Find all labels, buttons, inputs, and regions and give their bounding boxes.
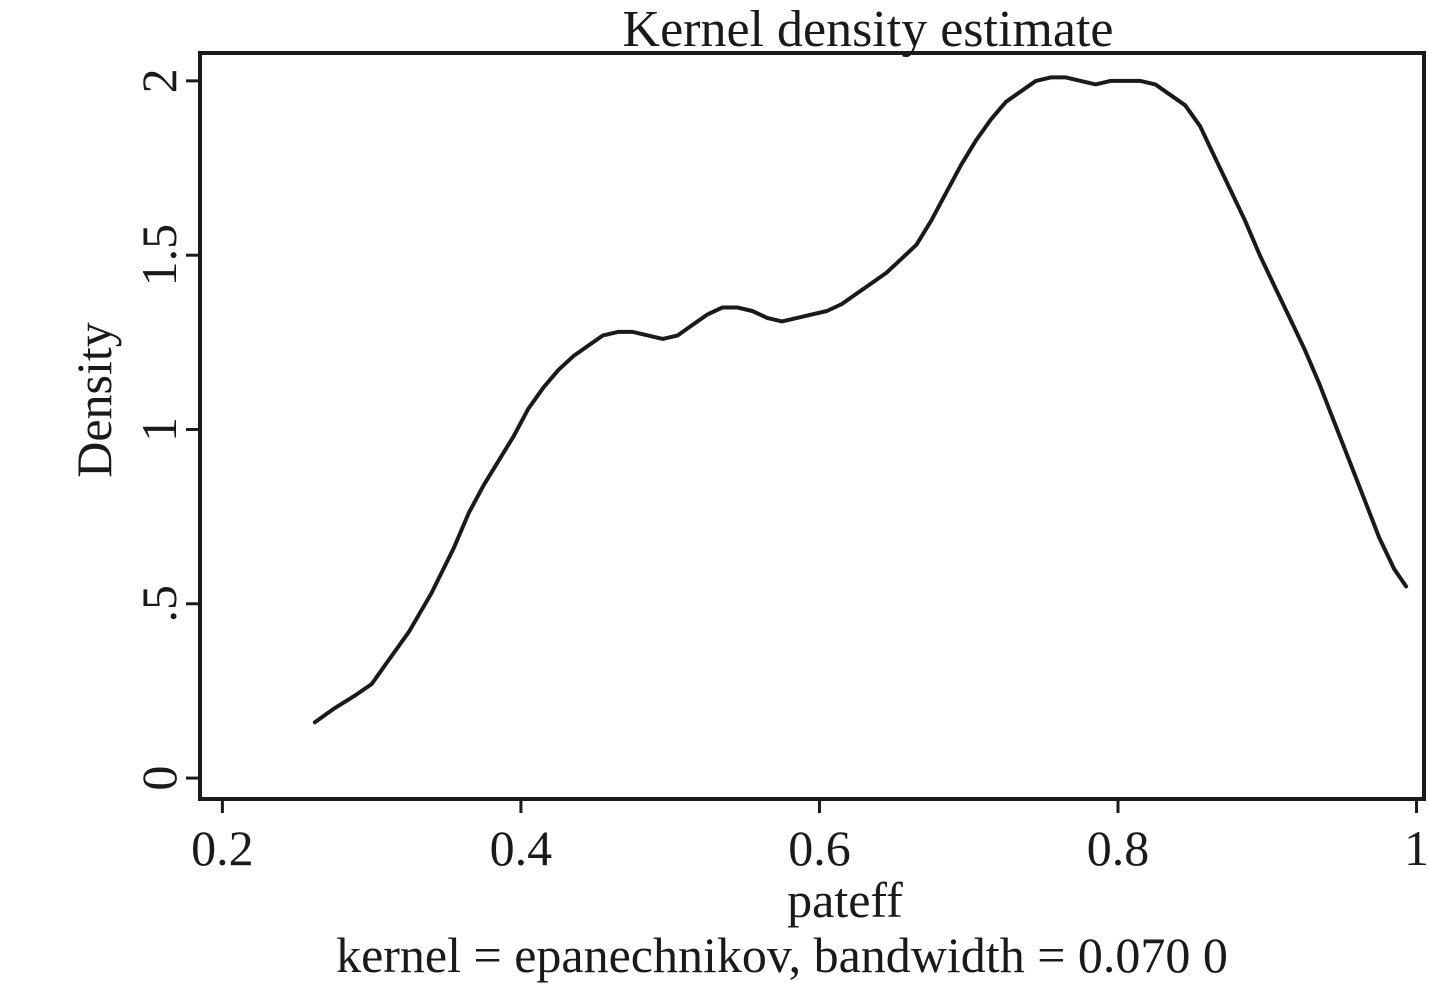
y-axis: 0 .5 1 1.5 2 — [131, 68, 200, 791]
x-tick-label: 0.8 — [1087, 820, 1150, 876]
x-axis: 0.2 0.4 0.6 0.8 1 — [191, 799, 1429, 876]
x-axis-label: pateff — [787, 872, 903, 928]
series-layer — [312, 75, 1409, 725]
y-axis-label: Density — [66, 322, 122, 478]
y-tick-label: 1 — [131, 417, 187, 442]
x-tick-label: 0.6 — [788, 820, 851, 876]
y-tick-label: .5 — [131, 585, 187, 623]
y-tick-label: 2 — [131, 68, 187, 93]
chart-title: Kernel density estimate — [623, 1, 1114, 58]
x-tick-label: 0.4 — [490, 820, 553, 876]
kernel-note: kernel = epanechnikov, bandwidth = 0.070… — [336, 927, 1228, 983]
y-tick-label: 0 — [131, 766, 187, 791]
y-tick-label: 1.5 — [131, 224, 187, 287]
density-line — [312, 75, 1409, 725]
plot-frame — [198, 51, 1426, 801]
x-tick-label: 0.2 — [191, 820, 254, 876]
x-tick-label: 1 — [1404, 820, 1429, 876]
